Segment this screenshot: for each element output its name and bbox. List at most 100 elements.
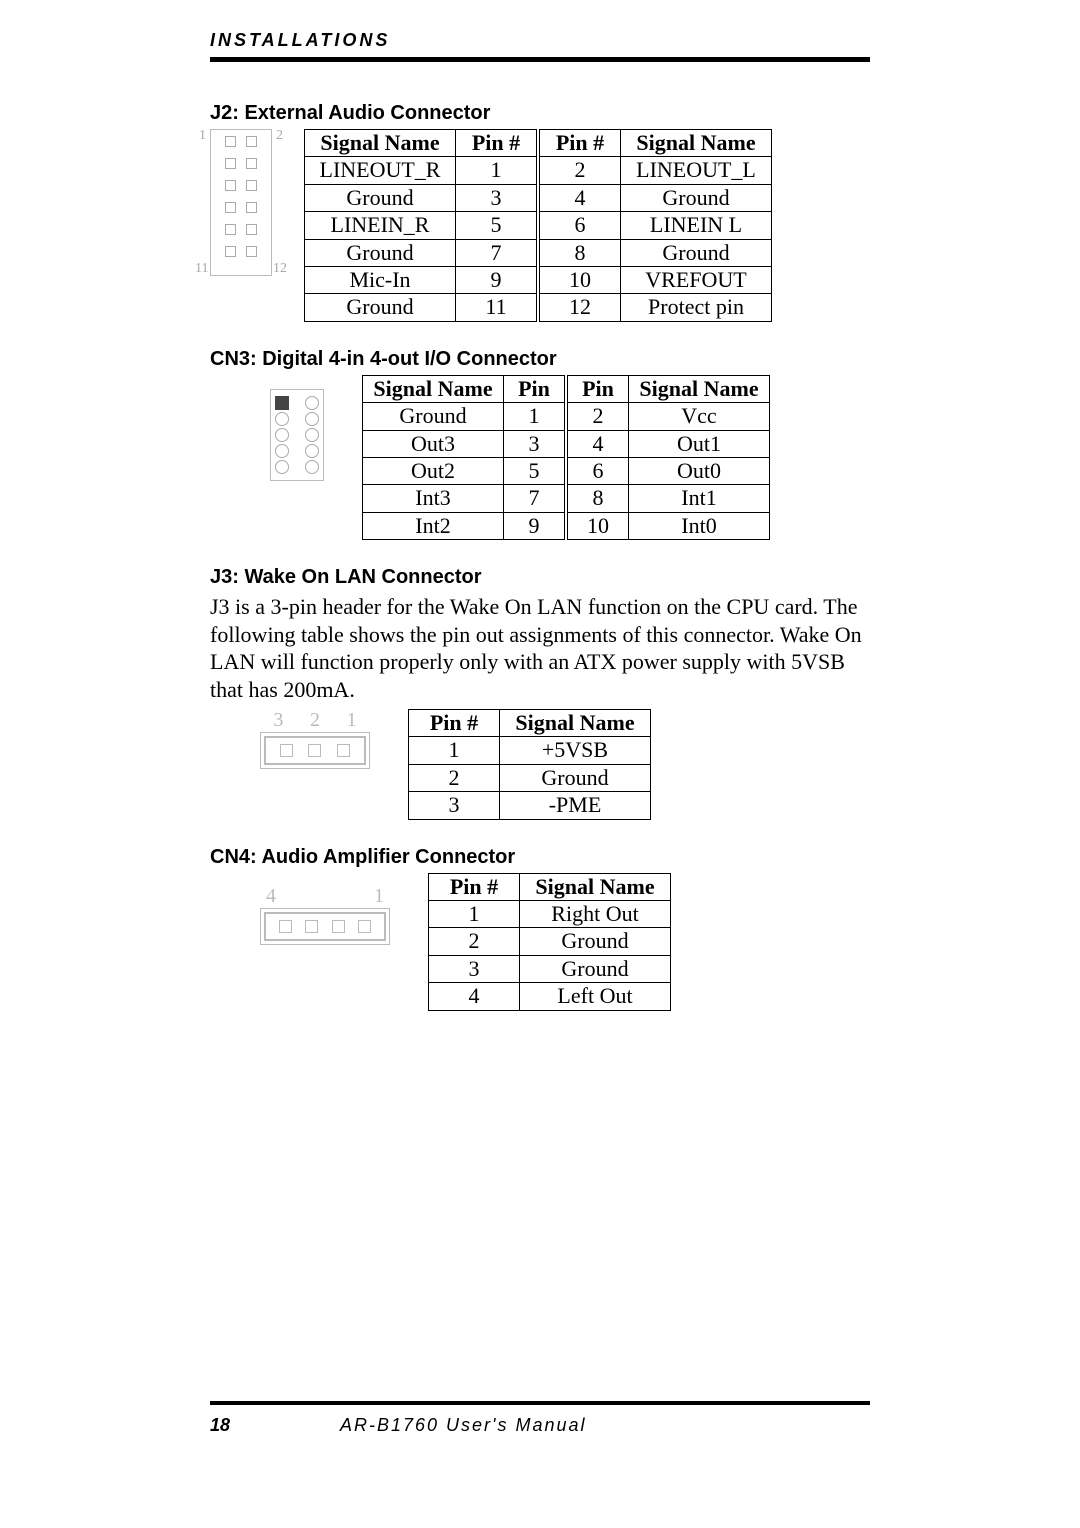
table-cell: 3	[456, 184, 537, 211]
pin-label: 11	[195, 261, 208, 277]
table-header: Signal Name	[305, 130, 456, 157]
table-cell: 2	[409, 764, 500, 791]
table-cell: 11	[456, 294, 537, 321]
pin-label: 2	[276, 128, 283, 144]
table-cell: 3	[504, 430, 565, 457]
pinout-table-cn3: Signal NamePinPinSignal NameGround12VccO…	[362, 375, 770, 540]
table-cell: 10	[540, 266, 621, 293]
table-cell: Mic-In	[305, 266, 456, 293]
table-cell: Ground	[621, 184, 772, 211]
table-cell: 8	[568, 485, 629, 512]
table-row: Out334Out1	[363, 430, 770, 457]
pin-label: 1	[347, 709, 357, 732]
chapter-header: INSTALLATIONS	[210, 30, 870, 62]
table-header: Pin #	[409, 710, 500, 737]
table-row: LINEOUT_R12LINEOUT_L	[305, 157, 772, 184]
section-title-j3: J3: Wake On LAN Connector	[210, 566, 870, 589]
table-row: Ground12Vcc	[363, 403, 770, 430]
table-header: Pin	[568, 375, 629, 402]
table-header: Pin #	[429, 873, 520, 900]
table-row: Ground1112Protect pin	[305, 294, 772, 321]
pinout-table-j3: Pin #Signal Name1+5VSB2Ground3-PME	[408, 709, 651, 820]
table-header: Pin #	[456, 130, 537, 157]
table-cell: 2	[568, 403, 629, 430]
table-cell: 5	[504, 457, 565, 484]
table-cell: 3	[429, 955, 520, 982]
table-cell: Ground	[305, 294, 456, 321]
pin-label: 1	[374, 885, 384, 908]
table-cell: 9	[504, 512, 565, 539]
table-header: Signal Name	[500, 710, 651, 737]
table-cell: Ground	[500, 764, 651, 791]
table-row: 4Left Out	[429, 983, 671, 1010]
section-description-j3: J3 is a 3-pin header for the Wake On LAN…	[210, 593, 870, 703]
table-row: Int378Int1	[363, 485, 770, 512]
table-cell: Int1	[629, 485, 770, 512]
table-cell: Left Out	[520, 983, 671, 1010]
section-title-j2: J2: External Audio Connector	[210, 102, 870, 125]
table-cell: 6	[568, 457, 629, 484]
section-title-cn3: CN3: Digital 4-in 4-out I/O Connector	[210, 348, 870, 371]
table-row: 3Ground	[429, 955, 671, 982]
page-number: 18	[210, 1415, 340, 1436]
pin-label: 3	[273, 709, 283, 732]
table-cell: VREFOUT	[621, 266, 772, 293]
table-cell: LINEOUT_L	[621, 157, 772, 184]
table-cell: Int0	[629, 512, 770, 539]
table-row: Mic-In910VREFOUT	[305, 266, 772, 293]
table-cell: 2	[540, 157, 621, 184]
table-cell: LINEIN_R	[305, 212, 456, 239]
table-row: 2Ground	[429, 928, 671, 955]
pinout-table-j2: Signal NamePin #Pin #Signal NameLINEOUT_…	[304, 129, 772, 322]
table-cell: Ground	[305, 239, 456, 266]
table-cell: 1	[409, 737, 500, 764]
table-row: LINEIN_R56LINEIN L	[305, 212, 772, 239]
table-row: Ground34Ground	[305, 184, 772, 211]
connector-diagram-j2: 1 2 11 12	[210, 129, 272, 276]
table-cell: Ground	[621, 239, 772, 266]
table-cell: Vcc	[629, 403, 770, 430]
table-cell: Protect pin	[621, 294, 772, 321]
table-cell: 4	[540, 184, 621, 211]
table-cell: Int2	[363, 512, 504, 539]
table-cell: 7	[504, 485, 565, 512]
table-cell: Out0	[629, 457, 770, 484]
table-cell: 3	[409, 792, 500, 819]
table-row: Int2910Int0	[363, 512, 770, 539]
table-cell: Ground	[363, 403, 504, 430]
table-cell: Out3	[363, 430, 504, 457]
table-cell: 7	[456, 239, 537, 266]
table-header: Signal Name	[363, 375, 504, 402]
pin-label: 4	[266, 885, 276, 908]
table-row: 2Ground	[409, 764, 651, 791]
table-row: 1Right Out	[429, 901, 671, 928]
pinout-table-cn4: Pin #Signal Name1Right Out2Ground3Ground…	[428, 873, 671, 1011]
connector-diagram-cn3	[270, 389, 324, 481]
table-header: Signal Name	[520, 873, 671, 900]
table-cell: 4	[429, 983, 520, 1010]
table-cell: 8	[540, 239, 621, 266]
footer-title: AR-B1760 User's Manual	[340, 1415, 587, 1436]
table-cell: 1	[429, 901, 520, 928]
table-header: Pin #	[540, 130, 621, 157]
table-cell: 5	[456, 212, 537, 239]
table-cell: Out1	[629, 430, 770, 457]
table-header: Signal Name	[621, 130, 772, 157]
pin-label: 1	[199, 128, 206, 144]
table-cell: Ground	[305, 184, 456, 211]
connector-diagram-j3: 3 2 1	[260, 709, 370, 769]
table-cell: 12	[540, 294, 621, 321]
table-cell: +5VSB	[500, 737, 651, 764]
table-cell: 4	[568, 430, 629, 457]
table-row: Ground78Ground	[305, 239, 772, 266]
table-cell: 1	[456, 157, 537, 184]
table-cell: Ground	[520, 955, 671, 982]
table-header: Pin	[504, 375, 565, 402]
page-footer: 18 AR-B1760 User's Manual	[210, 1401, 870, 1436]
table-cell: 6	[540, 212, 621, 239]
table-cell: Int3	[363, 485, 504, 512]
pin-label: 12	[273, 261, 287, 277]
table-cell: 2	[429, 928, 520, 955]
table-cell: LINEIN L	[621, 212, 772, 239]
section-title-cn4: CN4: Audio Amplifier Connector	[210, 846, 870, 869]
